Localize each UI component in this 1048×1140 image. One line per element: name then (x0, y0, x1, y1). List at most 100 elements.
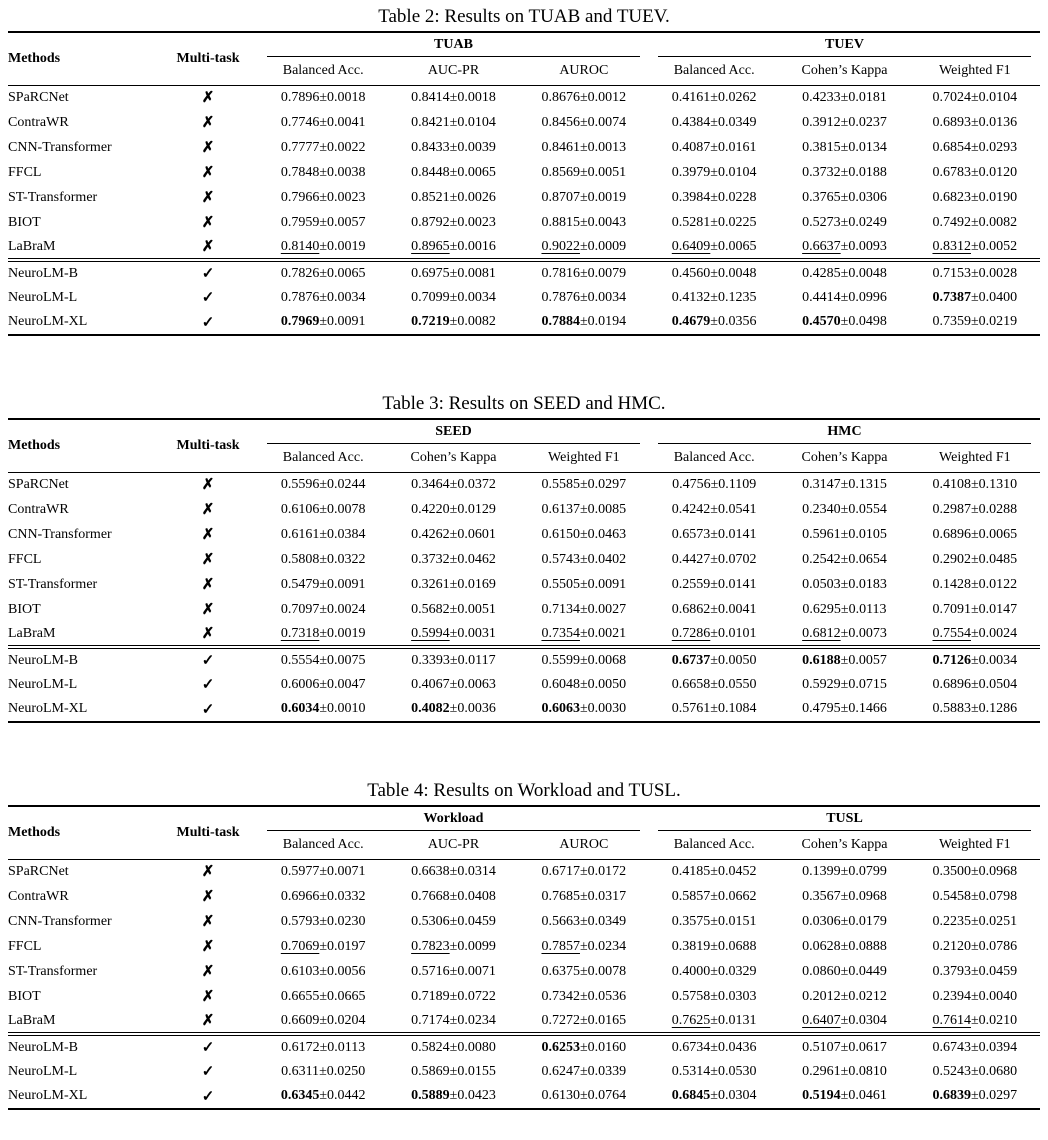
result-value: 0.8965±0.0016 (388, 235, 519, 262)
plus-minus-symbol: ± (970, 938, 979, 954)
std-value: 0.0085 (587, 501, 627, 517)
plus-minus-symbol: ± (579, 676, 588, 692)
table-row: CNN-Transformer ✗ 0.6161±0.0384 0.4262±0.06… (8, 522, 1040, 547)
std-value: 0.0039 (457, 139, 496, 155)
std-value: 0.1084 (717, 701, 757, 716)
plus-minus-symbol: ± (970, 1063, 979, 1079)
plus-minus-symbol: ± (710, 601, 718, 617)
plus-minus-symbol: ± (840, 963, 849, 979)
std-value: 0.0968 (978, 863, 1018, 879)
plus-minus-symbol: ± (710, 476, 719, 492)
mean-value: 0.5505 (541, 576, 580, 592)
method-name: NeuroLM-L (8, 676, 78, 692)
mean-value: 0.6150 (541, 526, 580, 542)
mean-value: 0.7097 (280, 601, 320, 617)
mean-value: 0.6034 (280, 701, 320, 716)
std-value: 0.0082 (457, 314, 496, 329)
dataset-group-header: TUAB (258, 32, 649, 57)
result-value: 0.7219±0.0082 (388, 310, 518, 335)
mean-value: 0.5599 (541, 652, 580, 668)
result-value: 0.6375±0.0078 (519, 959, 649, 984)
plus-minus-symbol: ± (840, 601, 849, 617)
result-value: 0.7857±0.0234 (519, 934, 649, 959)
mean-value: 0.2120 (932, 938, 971, 954)
mean-value: 0.6893 (932, 114, 971, 130)
plus-minus-symbol: ± (319, 938, 327, 954)
std-value: 0.0461 (848, 1088, 887, 1103)
std-value: 0.0071 (457, 963, 496, 979)
mean-value: 0.6743 (932, 1039, 971, 1055)
plus-minus-symbol: ± (449, 888, 458, 904)
plus-minus-symbol: ± (319, 863, 327, 879)
plus-minus-symbol: ± (449, 1012, 458, 1028)
plus-minus-symbol: ± (449, 988, 458, 1004)
std-value: 0.0688 (717, 938, 757, 954)
std-value: 0.0654 (848, 551, 887, 567)
plus-minus-symbol: ± (319, 314, 327, 329)
metric-header: Weighted F1 (909, 831, 1040, 860)
std-value: 0.0181 (848, 89, 887, 105)
std-value: 0.0036 (457, 701, 496, 716)
table-2-body: SPaRCNet ✗ 0.7896±0.0018 0.8414±0.0018 0.867… (8, 85, 1040, 335)
table-2-caption: Table 2: Results on TUAB and TUEV. (378, 6, 670, 27)
std-value: 0.0810 (848, 1063, 887, 1079)
std-value: 0.0715 (848, 676, 887, 692)
std-value: 0.0322 (327, 551, 366, 567)
plus-minus-symbol: ± (449, 652, 458, 668)
std-value: 0.0165 (587, 1012, 627, 1028)
plus-minus-symbol: ± (579, 189, 588, 205)
result-value: 0.5554±0.0075 (258, 647, 388, 672)
mean-value: 0.6311 (281, 1063, 320, 1079)
plus-minus-symbol: ± (710, 526, 718, 542)
table-row: FFCL ✗ 0.7848±0.0038 0.8448±0.0065 0.8569±0.… (8, 160, 1040, 185)
cross-icon: ✗ (201, 190, 215, 206)
plus-minus-symbol: ± (710, 938, 718, 954)
result-value: 0.7126±0.0034 (910, 647, 1040, 672)
mean-value: 0.3567 (802, 888, 841, 904)
mean-value: 0.7668 (411, 888, 450, 904)
result-value: 0.6311±0.0250 (258, 1059, 388, 1084)
mean-value: 0.6638 (411, 863, 450, 879)
plus-minus-symbol: ± (710, 652, 718, 668)
std-value: 0.0141 (717, 576, 757, 592)
plus-minus-symbol: ± (840, 189, 849, 205)
mean-value: 0.7826 (280, 265, 320, 281)
std-value: 0.0400 (978, 289, 1018, 305)
result-value: 0.8414±0.0018 (388, 85, 518, 110)
method-name: NeuroLM-B (8, 1039, 78, 1055)
method-name: ST-Transformer (8, 189, 98, 205)
result-value: 0.7966±0.0023 (258, 185, 388, 210)
plus-minus-symbol: ± (710, 963, 718, 979)
mean-value: 0.8965 (411, 238, 450, 254)
result-value: 0.8448±0.0065 (388, 160, 518, 185)
mean-value: 0.7342 (541, 988, 580, 1004)
plus-minus-symbol: ± (710, 551, 718, 567)
mean-value: 0.7857 (541, 938, 580, 954)
plus-minus-symbol: ± (449, 701, 458, 716)
std-value: 0.0317 (587, 888, 627, 904)
std-value: 0.0113 (327, 1039, 366, 1055)
table-row: LaBraM ✗ 0.6609±0.0204 0.7174±0.0234 0.7272±… (8, 1009, 1040, 1036)
result-value: 0.4233±0.0181 (779, 85, 909, 110)
table-row: ST-Transformer ✗ 0.7966±0.0023 0.8521±0.002… (8, 185, 1040, 210)
result-value: 0.7359±0.0219 (910, 310, 1040, 335)
metric-header: AUC-PR (388, 57, 519, 86)
result-value: 0.5716±0.0071 (388, 959, 518, 984)
std-value: 0.0122 (978, 576, 1018, 592)
plus-minus-symbol: ± (319, 601, 327, 617)
plus-minus-symbol: ± (449, 601, 458, 617)
std-value: 0.0288 (978, 501, 1018, 517)
result-value: 0.2340±0.0554 (779, 497, 909, 522)
check-icon: ✓ (201, 1088, 215, 1105)
plus-minus-symbol: ± (319, 476, 327, 492)
table-row: NeuroLM-L ✓ 0.6311±0.0250 0.5869±0.0155 0.62… (8, 1059, 1040, 1084)
table-row: SPaRCNet ✗ 0.5977±0.0071 0.6638±0.0314 0.671… (8, 859, 1040, 884)
cross-icon: ✗ (201, 502, 215, 518)
plus-minus-symbol: ± (579, 214, 588, 230)
mean-value: 0.7625 (671, 1012, 711, 1028)
plus-minus-symbol: ± (319, 501, 327, 517)
plus-minus-symbol: ± (579, 963, 588, 979)
mean-value: 0.5682 (411, 601, 450, 617)
plus-minus-symbol: ± (449, 89, 458, 105)
result-value: 0.7876±0.0034 (258, 285, 388, 310)
